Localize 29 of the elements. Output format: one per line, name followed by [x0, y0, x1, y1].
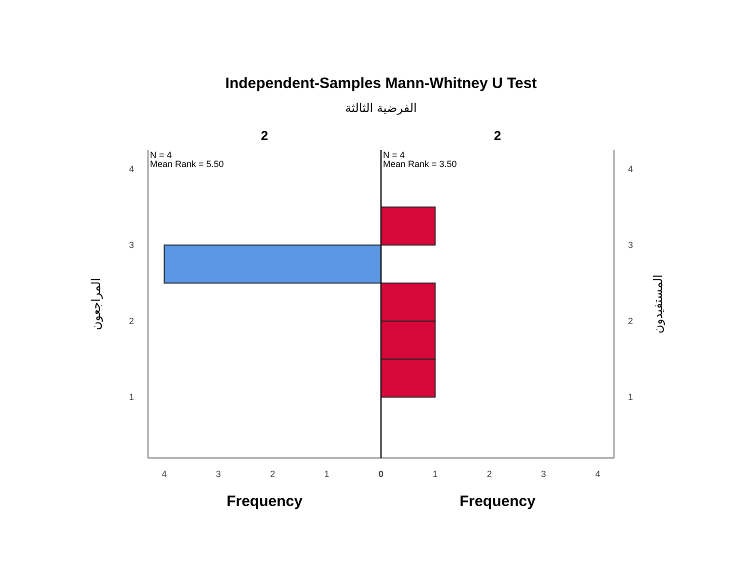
- y-axis-title: المراجعون: [89, 278, 103, 330]
- y-tick-label: 1: [628, 392, 634, 402]
- x-tick-label: 0: [378, 469, 384, 479]
- x-tick-label: 2: [270, 469, 276, 479]
- text: 2: [494, 128, 502, 143]
- y-tick-label: 3: [128, 240, 134, 250]
- annotation: Mean Rank = 5.50: [150, 159, 224, 169]
- y-tick-label: 3: [628, 240, 634, 250]
- y-axis-title: المستفيدون: [651, 274, 665, 334]
- x-tick-label: 3: [541, 469, 546, 479]
- annotation: Mean Rank = 3.50: [383, 159, 457, 169]
- x-tick-label: 1: [432, 469, 438, 479]
- y-tick-label: 1: [128, 392, 134, 402]
- x-tick-label: 4: [595, 469, 600, 479]
- y-tick-label: 2: [128, 316, 134, 326]
- x-axis-title: Frequency: [460, 493, 536, 510]
- y-tick-label: 2: [628, 316, 634, 326]
- x-tick-label: 4: [162, 469, 167, 479]
- x-tick-label: 1: [324, 469, 330, 479]
- y-tick-label: 4: [128, 164, 134, 174]
- x-tick-label: 3: [216, 469, 221, 479]
- annotation: N = 4: [150, 150, 172, 160]
- y-tick-label: 4: [628, 164, 634, 174]
- annotation: N = 4: [383, 150, 405, 160]
- x-tick-label: 2: [486, 469, 492, 479]
- x-axis-title: Frequency: [226, 493, 304, 510]
- text: 2: [260, 128, 268, 143]
- chart-title: Independent-Samples Mann-Whitney U Test: [225, 75, 537, 92]
- chart-subtitle: الفرضية الثالثة: [345, 101, 417, 115]
